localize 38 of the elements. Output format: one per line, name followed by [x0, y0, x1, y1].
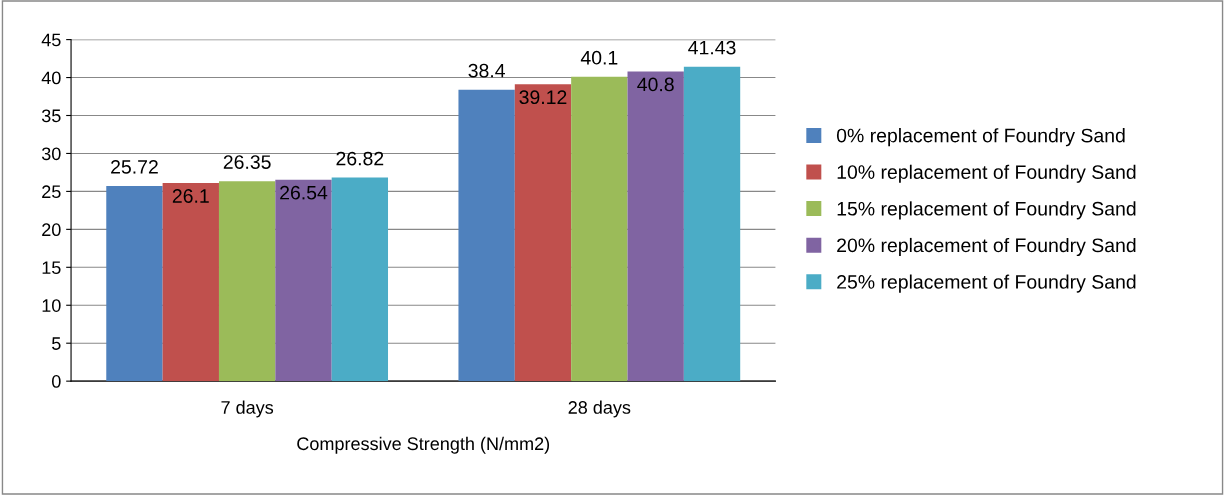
y-tick-label: 25 — [42, 185, 61, 199]
legend-label: 25% replacement of Foundry Sand — [837, 274, 1136, 293]
data-label: 26.82 — [336, 151, 384, 166]
y-tick-label: 40 — [41, 71, 61, 85]
x-tick-label: 7 days — [221, 400, 274, 418]
data-label: 26.35 — [223, 155, 271, 169]
legend-label: 20% replacement of Foundry Sand — [837, 237, 1136, 257]
data-label: 39.12 — [519, 90, 567, 105]
bar — [275, 179, 332, 382]
data-label: 38.4 — [468, 63, 505, 78]
y-tick-label: 35 — [41, 109, 61, 123]
y-tick-label: 30 — [41, 147, 61, 161]
x-axis-title: Compressive Strength (N/mm2) — [297, 436, 550, 454]
y-tick-label: 5 — [52, 337, 61, 350]
data-label: 26.1 — [172, 189, 209, 203]
legend-label: 15% replacement of Foundry Sand — [837, 201, 1136, 220]
bar — [106, 185, 163, 382]
data-label: 41.43 — [688, 40, 736, 55]
data-label: 25.72 — [111, 159, 158, 174]
y-tick-label: 10 — [42, 299, 61, 312]
x-tick-label: 28 days — [568, 400, 631, 418]
legend-label: 0% replacement of Foundry Sand — [836, 128, 1125, 147]
bar — [627, 71, 684, 382]
legend-label: 10% replacement of Foundry Sand — [837, 164, 1136, 183]
bar — [458, 89, 515, 382]
bar — [331, 177, 389, 382]
y-tick-label: 20 — [42, 223, 61, 237]
data-label: 40.1 — [580, 50, 618, 65]
bar — [514, 84, 572, 382]
data-label: 26.54 — [280, 185, 328, 200]
bar — [683, 66, 741, 382]
y-tick-label: 45 — [41, 33, 61, 47]
bar — [571, 76, 628, 382]
data-label: 40.8 — [637, 77, 674, 92]
bar — [162, 183, 219, 382]
bar — [218, 181, 276, 382]
y-tick-label: 0 — [51, 375, 61, 388]
y-tick-label: 15 — [42, 261, 61, 275]
